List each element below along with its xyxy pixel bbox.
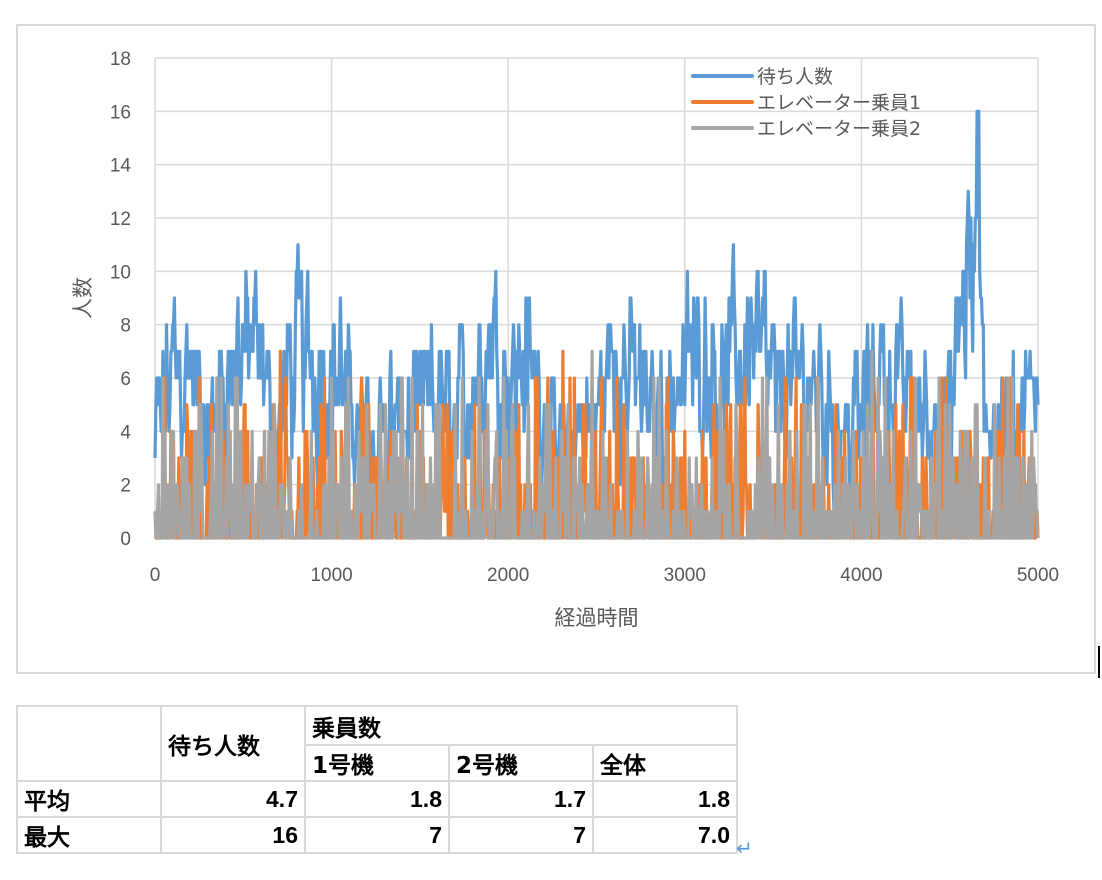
row-label-max: 最大 [16,816,162,854]
legend-item-elevator1: エレベーター乗員1 [757,92,921,114]
y-tick-label: 0 [120,529,131,550]
chart-container[interactable] [16,24,1096,674]
avg-car-2: 1.7 [448,780,594,818]
header-car-1: 1号機 [304,744,450,782]
avg-total: 1.8 [592,780,738,818]
header-waiting: 待ち人数 [160,705,306,782]
x-tick-label: 1000 [310,565,352,586]
y-tick-label: 12 [110,209,131,230]
x-axis-title: 経過時間 [555,606,639,630]
max-car-1: 7 [304,816,450,854]
table-row: 平均 4.7 1.8 1.7 1.8 [16,780,738,818]
line-chart: 0 2 4 6 8 10 12 14 16 18 0 1000 2000 3000 4000 5000 経過時間… [71,49,1059,630]
x-tick-label: 5000 [1017,565,1059,586]
series-waiting-line [153,109,1040,513]
x-tick-label: 4000 [840,565,882,586]
legend-item-elevator2: エレベーター乗員2 [757,118,921,140]
text-cursor [1098,646,1100,678]
y-tick-label: 16 [110,102,131,123]
y-tick-label: 18 [110,49,131,70]
avg-waiting: 4.7 [160,780,306,818]
x-tick-label: 3000 [664,565,706,586]
max-total: 7.0 [592,816,738,854]
row-label-average: 平均 [16,780,162,818]
x-tick-label: 0 [150,565,161,586]
table-corner-cell [16,705,162,782]
header-total: 全体 [592,744,738,782]
max-car-2: 7 [448,816,594,854]
y-tick-label: 14 [110,156,132,177]
summary-table: 待ち人数 乗員数 1号機 2号機 全体 平均 4.7 1.8 1.7 1.8 最… [16,705,738,854]
table-row: 最大 16 7 7 7.0 [16,816,738,854]
x-tick-label: 2000 [487,565,529,586]
y-tick-label: 6 [120,369,131,390]
y-tick-label: 4 [120,422,131,443]
header-riders: 乗員数 [304,705,738,746]
avg-car-1: 1.8 [304,780,450,818]
max-waiting: 16 [160,816,306,854]
paragraph-mark-icon: ↵ [736,836,753,860]
y-tick-label: 8 [120,316,131,337]
y-axis-title: 人数 [71,277,95,319]
series-elevator2-line [153,349,1040,540]
y-tick-label: 10 [110,262,131,283]
header-car-2: 2号機 [448,744,594,782]
y-tick-label: 2 [120,476,131,497]
legend-item-waiting: 待ち人数 [757,66,833,88]
